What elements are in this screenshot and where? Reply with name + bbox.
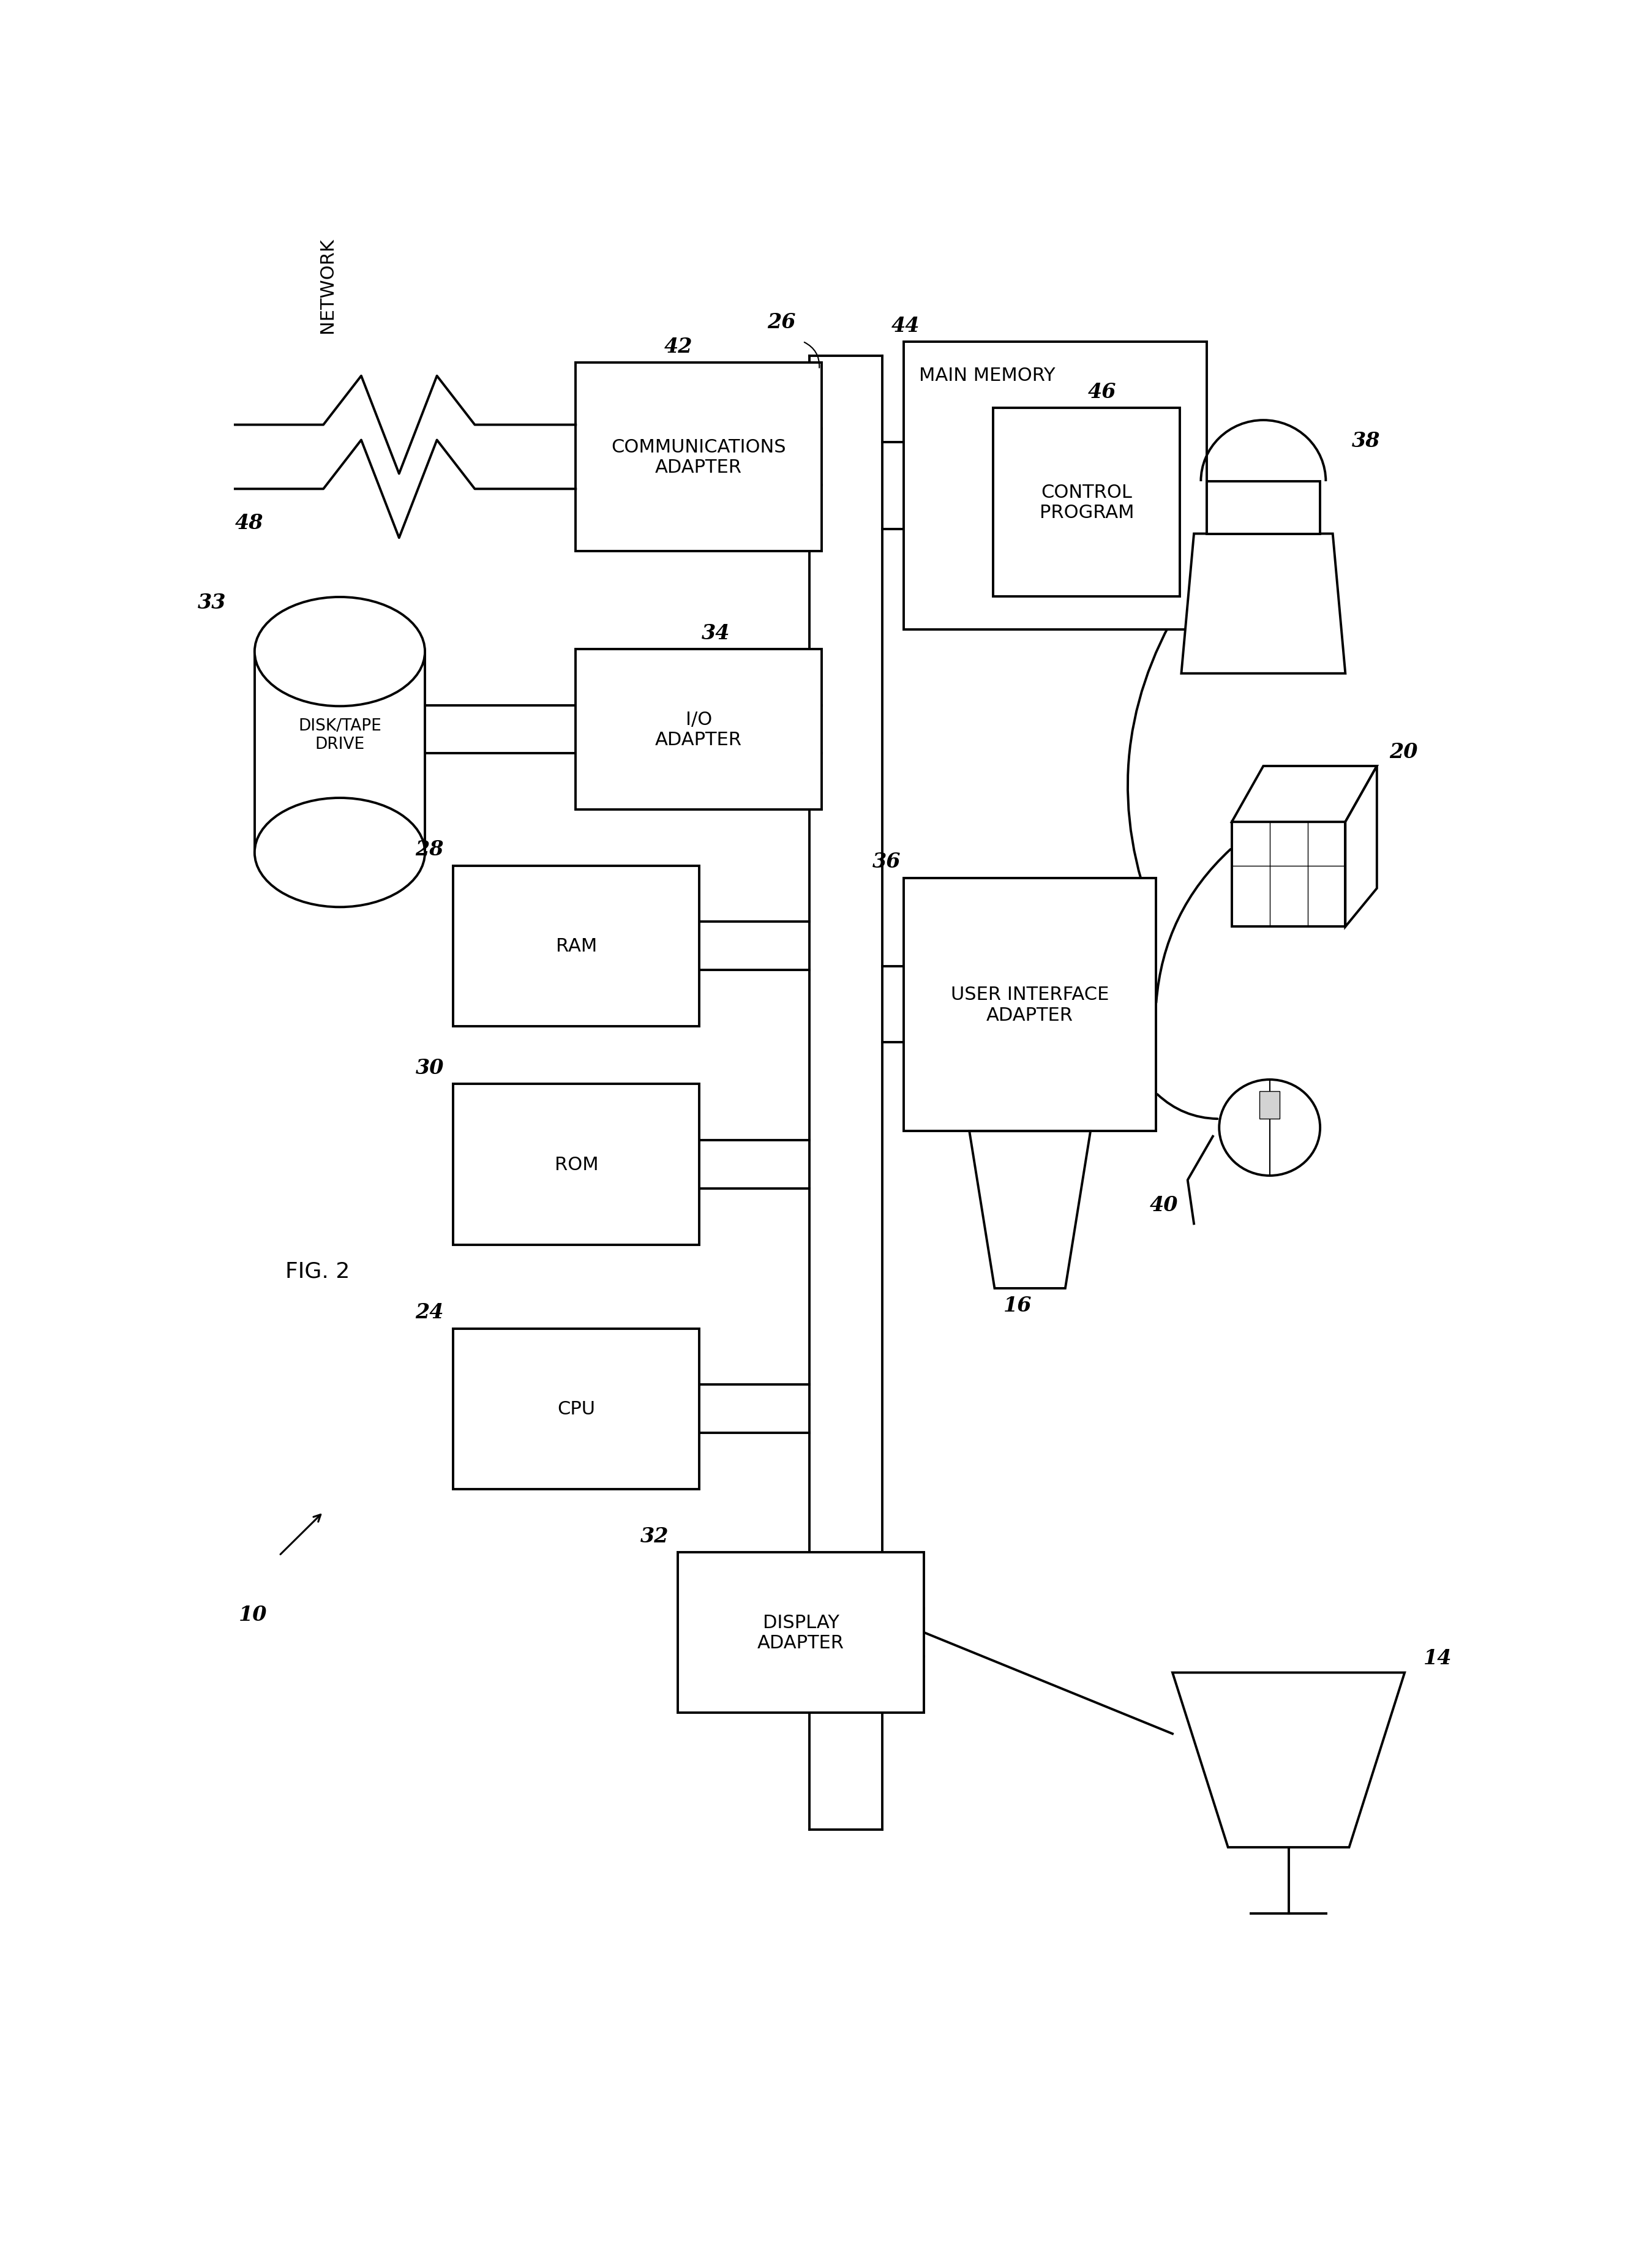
Text: 40: 40 (1149, 1195, 1179, 1216)
Bar (677, 1551, 925, 1712)
Text: DISPLAY
ADAPTER: DISPLAY ADAPTER (757, 1613, 845, 1651)
Text: RAM: RAM (555, 937, 597, 955)
Bar (904, 342, 1206, 631)
Text: 42: 42 (664, 336, 692, 356)
Text: 32: 32 (640, 1526, 669, 1547)
Text: CONTROL
PROGRAM: CONTROL PROGRAM (1039, 483, 1135, 522)
Text: I/O
ADAPTER: I/O ADAPTER (654, 710, 742, 748)
Text: 36: 36 (873, 853, 900, 871)
Polygon shape (1345, 767, 1377, 928)
Polygon shape (1172, 1674, 1405, 1848)
Text: 33: 33 (199, 592, 226, 612)
Text: MAIN MEMORY: MAIN MEMORY (918, 367, 1055, 383)
Bar (904, 878, 1156, 1132)
Text: FIG. 2: FIG. 2 (285, 1261, 350, 1281)
Polygon shape (969, 1132, 1091, 1288)
Text: ROM: ROM (555, 1157, 597, 1173)
Text: 10: 10 (239, 1603, 267, 1624)
Text: 30: 30 (415, 1057, 444, 1077)
Bar (453, 1084, 700, 1245)
Text: 26: 26 (767, 313, 796, 333)
Text: 24: 24 (415, 1302, 444, 1322)
Text: 46: 46 (1088, 381, 1117, 401)
Bar (576, 363, 822, 551)
Text: 44: 44 (891, 315, 920, 336)
Bar (576, 649, 822, 810)
FancyArrowPatch shape (1128, 606, 1180, 923)
Text: 16: 16 (1003, 1295, 1032, 1315)
Bar (254, 651, 425, 853)
Text: CPU: CPU (557, 1399, 596, 1418)
Ellipse shape (254, 596, 425, 708)
Ellipse shape (254, 798, 425, 907)
Text: USER INTERFACE
ADAPTER: USER INTERFACE ADAPTER (951, 987, 1109, 1023)
FancyArrowPatch shape (804, 342, 819, 367)
Polygon shape (1232, 823, 1345, 928)
Text: 14: 14 (1423, 1649, 1452, 1669)
Polygon shape (1182, 533, 1345, 674)
Text: 48: 48 (234, 513, 264, 533)
Bar (1260, 1091, 1280, 1118)
Bar (453, 1329, 700, 1490)
Text: 28: 28 (415, 839, 444, 860)
Text: NETWORK: NETWORK (317, 238, 335, 333)
Ellipse shape (1219, 1080, 1320, 1175)
Bar (993, 408, 1180, 596)
Bar (453, 866, 700, 1027)
Text: 34: 34 (702, 624, 731, 644)
Bar (1206, 481, 1320, 533)
Text: COMMUNICATIONS
ADAPTER: COMMUNICATIONS ADAPTER (610, 438, 786, 476)
FancyArrowPatch shape (1156, 850, 1231, 1002)
Polygon shape (1232, 767, 1377, 823)
Text: DISK/TAPE
DRIVE: DISK/TAPE DRIVE (298, 717, 381, 753)
FancyArrowPatch shape (1158, 1095, 1218, 1118)
Text: 38: 38 (1351, 431, 1381, 451)
Text: 20: 20 (1390, 742, 1418, 762)
